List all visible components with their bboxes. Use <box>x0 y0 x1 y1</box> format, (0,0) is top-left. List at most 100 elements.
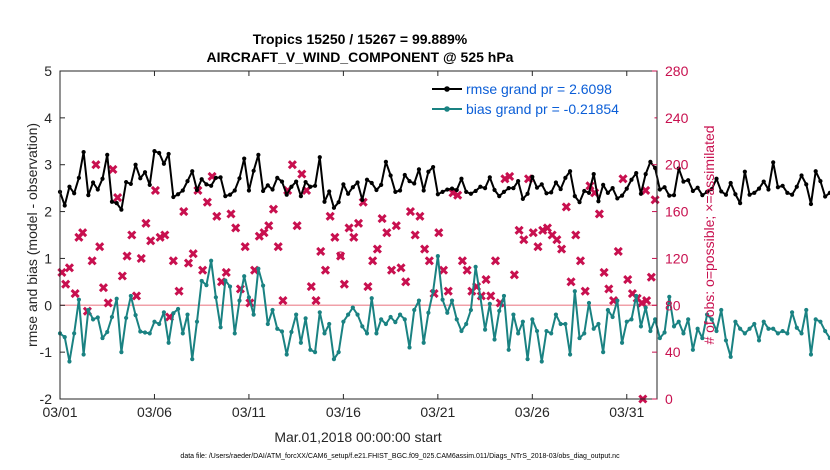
y-tick-label: -2 <box>40 391 53 407</box>
rmse-point <box>246 188 252 193</box>
bias-point <box>95 315 100 320</box>
rmse-point <box>449 186 455 191</box>
obs-assimilated-marker <box>212 211 222 221</box>
bias-point <box>128 293 133 299</box>
rmse-point <box>501 189 507 194</box>
bias-point <box>813 317 818 322</box>
obs-assimilated-marker <box>330 232 340 242</box>
rmse-point <box>412 181 417 186</box>
rmse-point <box>364 177 370 182</box>
rmse-point <box>506 186 511 191</box>
bias-point <box>379 317 384 322</box>
bias-point <box>138 329 143 334</box>
bias-point <box>459 328 464 334</box>
bias-point <box>166 340 171 345</box>
obs-marker-stroke-b <box>387 265 397 275</box>
bias-point <box>431 289 436 294</box>
y-tick-label: 5 <box>44 63 52 79</box>
bias-point <box>114 296 119 301</box>
bias-point <box>676 319 681 324</box>
obs-marker-stroke-b <box>87 256 97 266</box>
rmse-point <box>175 192 181 197</box>
rmse-point <box>520 196 525 202</box>
bias-point <box>539 359 544 364</box>
rmse-point <box>756 186 762 191</box>
obs-assimilated-marker <box>533 242 543 252</box>
rmse-point <box>270 187 275 192</box>
obs-assimilated-marker <box>95 242 105 252</box>
bias-point <box>265 321 270 327</box>
bias-point <box>416 298 422 303</box>
obs-assimilated-marker <box>604 284 614 294</box>
obs-marker-stroke-b <box>481 274 491 285</box>
obs-assimilated-marker <box>453 190 463 200</box>
obs-assimilated-marker <box>387 265 397 275</box>
bias-point <box>733 319 738 324</box>
bias-point <box>81 352 86 357</box>
bias-point <box>511 312 516 317</box>
obs-assimilated-marker <box>481 274 491 285</box>
bias-point <box>686 317 691 322</box>
bias-point <box>619 340 625 345</box>
bias-point <box>667 294 672 299</box>
obs-marker-stroke-b <box>405 207 416 217</box>
obs-marker-stroke-b <box>221 267 231 278</box>
obs-assimilated-marker <box>552 235 562 245</box>
rmse-point <box>128 181 133 187</box>
obs-marker-stroke-b <box>127 230 137 240</box>
rmse-point <box>289 184 294 189</box>
obs-marker-stroke-b <box>552 235 562 245</box>
obs-assimilated-marker <box>505 171 515 181</box>
bias-point <box>322 331 327 336</box>
bias-point <box>723 338 729 343</box>
obs-marker-stroke-b <box>113 192 123 203</box>
bias-point <box>572 289 577 294</box>
obs-assimilated-marker <box>61 279 71 289</box>
rmse-point <box>804 182 809 187</box>
rmse-point <box>336 200 341 205</box>
bias-point <box>298 340 303 345</box>
obs-assimilated-marker <box>264 221 274 231</box>
rmse-point <box>284 192 289 197</box>
obs-assimilated-marker <box>311 296 321 306</box>
bias-point <box>738 326 743 331</box>
obs-marker-stroke-b <box>320 265 330 275</box>
bias-point <box>213 295 218 300</box>
bias-point <box>728 354 733 359</box>
bias-point <box>445 310 450 315</box>
rmse-point <box>709 186 714 192</box>
rmse-point <box>582 188 587 194</box>
obs-marker-stroke-b <box>61 279 71 289</box>
obs-marker-stroke-b <box>273 242 283 252</box>
obs-assimilated-marker <box>344 223 354 233</box>
bias-point <box>775 331 781 336</box>
obs-marker-stroke-b <box>594 209 604 219</box>
rmse-point <box>728 180 733 186</box>
bias-point <box>109 314 115 320</box>
rmse-point <box>275 175 280 180</box>
obs-assimilated-marker <box>401 277 411 287</box>
rmse-point <box>90 180 96 185</box>
bias-point <box>823 328 828 334</box>
bias-point <box>364 331 370 336</box>
bias-point <box>336 350 341 355</box>
rmse-point <box>752 190 757 195</box>
rmse-point <box>322 199 327 204</box>
rmse-point <box>426 169 431 174</box>
rmse-point <box>648 159 653 165</box>
obs-marker-stroke-b <box>168 256 178 266</box>
rmse-point <box>388 173 393 178</box>
rmse-point <box>738 201 743 206</box>
obs-assimilated-marker <box>160 230 170 240</box>
left-y-axis-ticks: -2 -1 0 1 2 3 4 5 <box>40 63 65 407</box>
obs-marker-stroke-b <box>519 235 529 245</box>
obs-assimilated-marker <box>131 291 142 301</box>
obs-assimilated-marker <box>637 298 647 308</box>
bias-point <box>157 321 162 327</box>
bias-point <box>133 313 138 318</box>
bias-point <box>615 298 620 303</box>
rmse-point <box>624 186 629 191</box>
obs-assimilated-marker <box>623 274 633 285</box>
bias-point <box>610 314 615 320</box>
rmse-point <box>86 193 91 198</box>
